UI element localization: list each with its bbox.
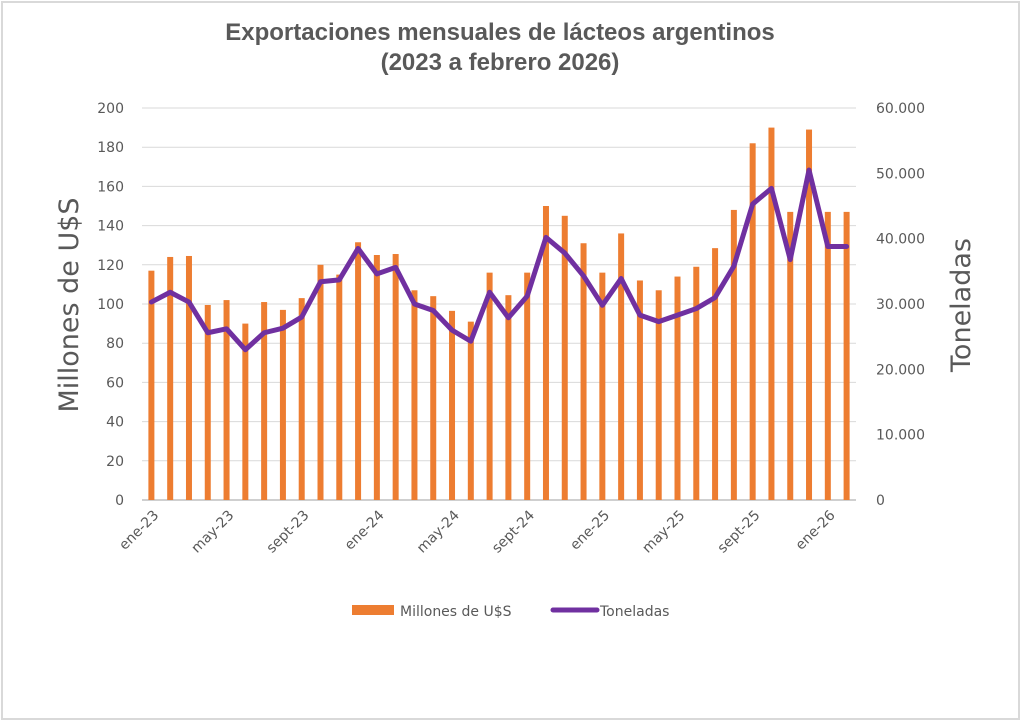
bar — [843, 211, 850, 500]
y-tick-label: 120 — [97, 258, 124, 274]
x-tick-label: may-23 — [189, 508, 238, 557]
y-axis-right-ticks: 0 10.000 20.000 30.000 40.000 50.000 60.000 — [876, 101, 925, 509]
bar — [336, 274, 343, 500]
chart-title: Exportaciones mensuales de lácteos argen… — [0, 18, 1000, 78]
x-tick-label: ene-23 — [116, 508, 162, 554]
bar-series — [148, 127, 850, 501]
x-tick-label: sept-24 — [489, 507, 538, 556]
bar — [693, 266, 700, 500]
chart-subtitle: (2023 a febrero 2026) — [380, 49, 620, 76]
x-tick-label: may-24 — [414, 507, 463, 556]
x-tick-label: sept-23 — [264, 508, 313, 557]
x-tick-label: ene-26 — [793, 507, 839, 553]
line-path — [148, 167, 850, 353]
bar — [373, 255, 380, 500]
bar — [392, 254, 399, 500]
bar — [580, 243, 587, 501]
bar — [824, 211, 831, 500]
y2-tick-label: 0 — [876, 493, 885, 509]
bar — [185, 255, 192, 500]
y-tick-label: 140 — [97, 219, 124, 235]
bar — [561, 215, 568, 501]
legend-swatch-bars — [352, 605, 394, 615]
bar — [223, 300, 230, 500]
bar — [261, 302, 268, 500]
y2-tick-label: 30.000 — [876, 297, 925, 313]
x-axis-ticks: ene-23 may-23 sept-23 ene-24 may-24 sept-24 en… — [116, 507, 838, 556]
y-tick-label: 40 — [106, 415, 124, 431]
bar — [787, 211, 794, 500]
y2-tick-label: 50.000 — [876, 166, 925, 182]
bar — [749, 143, 756, 500]
y-tick-label: 60 — [106, 375, 124, 391]
legend-label-bars: Millones de U$S — [400, 604, 512, 620]
x-tick-label: sept-25 — [715, 508, 764, 557]
bar — [317, 264, 324, 500]
bar — [467, 321, 474, 500]
y2-tick-label: 40.000 — [876, 232, 925, 248]
bar — [298, 298, 305, 500]
bar — [730, 209, 737, 501]
bar — [449, 310, 456, 500]
y2-tick-label: 60.000 — [876, 101, 925, 117]
bar — [242, 323, 249, 500]
y2-tick-label: 20.000 — [876, 362, 925, 378]
bar — [636, 280, 643, 500]
legend: Millones de U$S Toneladas — [352, 604, 669, 620]
x-tick-label: ene-25 — [567, 508, 613, 554]
bar — [204, 304, 211, 500]
bar — [655, 290, 662, 500]
bar — [618, 233, 625, 500]
y-tick-label: 20 — [106, 454, 124, 470]
bar — [599, 272, 606, 500]
bar — [411, 290, 418, 500]
y-axis-left-title: Millones de U$S — [54, 197, 85, 412]
bar — [712, 248, 719, 500]
bar — [355, 242, 362, 500]
bar — [486, 272, 493, 500]
bar — [674, 276, 681, 500]
y-tick-label: 100 — [97, 297, 124, 313]
bar — [542, 206, 549, 500]
bar — [279, 309, 286, 500]
line-series — [148, 167, 850, 353]
legend-label-line: Toneladas — [599, 604, 669, 620]
y-tick-label: 160 — [97, 179, 124, 195]
bar — [768, 127, 775, 500]
x-tick-label: ene-24 — [342, 507, 388, 553]
bar — [524, 272, 531, 500]
y-tick-label: 180 — [97, 140, 124, 156]
chart-title-line1: Exportaciones mensuales de lácteos argen… — [225, 19, 775, 46]
y-axis-right-title: Toneladas — [946, 238, 977, 373]
y-tick-label: 0 — [115, 493, 124, 509]
bar — [167, 256, 174, 500]
bar — [430, 296, 437, 500]
y-tick-label: 80 — [106, 336, 124, 352]
y2-tick-label: 10.000 — [876, 428, 925, 444]
bar — [148, 270, 155, 500]
bar — [505, 295, 512, 500]
gridlines — [142, 107, 856, 501]
bar — [806, 129, 813, 500]
x-tick-label: may-25 — [639, 508, 688, 557]
y-axis-left-ticks: 0 20 40 60 80 100 120 140 160 180 200 — [97, 101, 124, 509]
y-tick-label: 200 — [97, 101, 124, 117]
